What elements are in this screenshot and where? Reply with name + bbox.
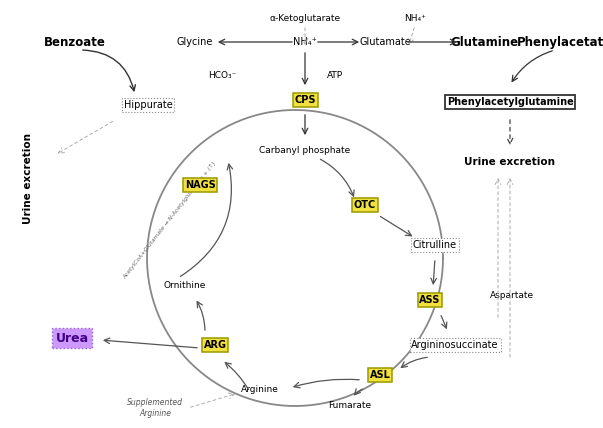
Text: ASL: ASL xyxy=(370,370,390,380)
Text: ARG: ARG xyxy=(203,340,227,350)
Text: Urea: Urea xyxy=(55,332,89,345)
Text: Supplemented
Arginine: Supplemented Arginine xyxy=(127,398,183,418)
Text: Benzoate: Benzoate xyxy=(44,36,106,48)
Text: α-Ketoglutarate: α-Ketoglutarate xyxy=(270,14,341,23)
Text: OTC: OTC xyxy=(354,200,376,210)
Text: Urine excretion: Urine excretion xyxy=(23,133,33,223)
Text: Phenylacetylglutamine: Phenylacetylglutamine xyxy=(447,97,573,107)
Text: NAGS: NAGS xyxy=(185,180,215,190)
Text: ASS: ASS xyxy=(419,295,441,305)
Text: Urine excretion: Urine excretion xyxy=(464,157,555,167)
Text: Arginine: Arginine xyxy=(241,386,279,395)
Text: Carbanyl phosphate: Carbanyl phosphate xyxy=(259,146,350,155)
Text: AcetylCoA+Glutamate → N-Acetylglutamate + (↑): AcetylCoA+Glutamate → N-Acetylglutamate … xyxy=(122,160,218,280)
Text: Fumarate: Fumarate xyxy=(329,401,371,410)
Text: Argininosuccinate: Argininosuccinate xyxy=(411,340,499,350)
Text: Aspartate: Aspartate xyxy=(490,291,534,300)
Text: Ornithine: Ornithine xyxy=(164,280,206,289)
Text: Citrulline: Citrulline xyxy=(413,240,457,250)
Text: Glutamine: Glutamine xyxy=(450,36,518,48)
Text: Glutamate: Glutamate xyxy=(359,37,411,47)
Text: Phenylacetate: Phenylacetate xyxy=(517,36,603,48)
Text: NH₄⁺: NH₄⁺ xyxy=(293,37,317,47)
Text: CPS: CPS xyxy=(294,95,316,105)
Text: Glycine: Glycine xyxy=(177,37,213,47)
Text: NH₄⁺: NH₄⁺ xyxy=(404,14,426,23)
Text: HCO₃⁻: HCO₃⁻ xyxy=(208,71,236,80)
Text: ATP: ATP xyxy=(327,71,343,80)
Text: Hippurate: Hippurate xyxy=(124,100,172,110)
